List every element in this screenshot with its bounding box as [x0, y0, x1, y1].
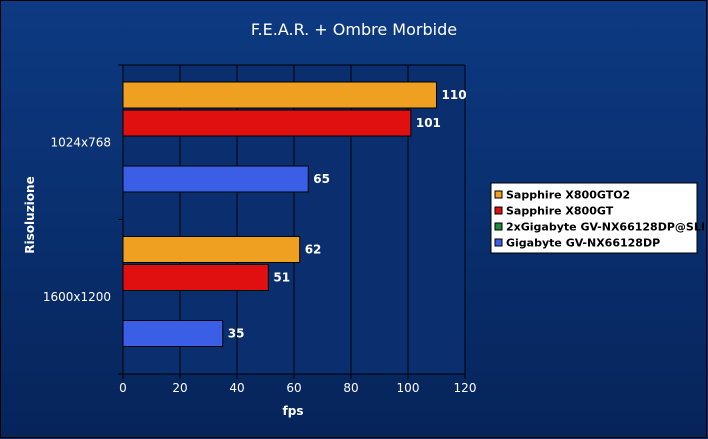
- data-label: 35: [228, 327, 245, 341]
- legend-swatch: [494, 238, 503, 247]
- legend-swatch: [494, 190, 503, 199]
- legend-entry: Sapphire X800GT: [506, 205, 614, 218]
- legend: Sapphire X800GTO2 Sapphire X800GT 2xGigaby…: [490, 182, 705, 254]
- legend-entry: Sapphire X800GTO2: [506, 189, 630, 202]
- y-tick-label: 1600x1200: [43, 290, 111, 304]
- data-label: 110: [442, 88, 467, 102]
- data-label: 62: [305, 243, 322, 257]
- legend-entry: 2xGigabyte GV-NX66128DP@SLI: [506, 221, 705, 234]
- x-tick-label: 120: [454, 381, 477, 395]
- bar: [122, 236, 301, 263]
- data-label: 51: [273, 271, 290, 285]
- x-tick-label: 80: [343, 381, 358, 395]
- chart-title: F.E.A.R. + Ombre Morbide: [251, 20, 457, 39]
- legend-box: [490, 182, 698, 254]
- x-axis-label: fps: [283, 404, 304, 418]
- axes: 0 20 40 60 80 100 120 1024x768 1600x1200: [43, 64, 477, 395]
- legend-entry: Gigabyte GV-NX66128DP: [506, 237, 660, 250]
- x-tick-label: 40: [229, 381, 244, 395]
- bar: [122, 165, 309, 193]
- y-axis-label: Risoluzione: [23, 176, 37, 253]
- bar: [122, 320, 224, 347]
- data-label: 65: [313, 172, 330, 186]
- bar: [122, 109, 412, 137]
- data-label: 101: [416, 116, 441, 130]
- bar: [122, 81, 437, 109]
- x-tick-label: 0: [119, 381, 127, 395]
- bar: [122, 264, 269, 291]
- y-tick-label: 1024x768: [50, 135, 111, 149]
- x-tick-label: 20: [172, 381, 187, 395]
- legend-swatch: [494, 206, 503, 215]
- x-tick-label: 60: [286, 381, 301, 395]
- x-tick-label: 100: [397, 381, 420, 395]
- legend-swatch: [494, 222, 503, 231]
